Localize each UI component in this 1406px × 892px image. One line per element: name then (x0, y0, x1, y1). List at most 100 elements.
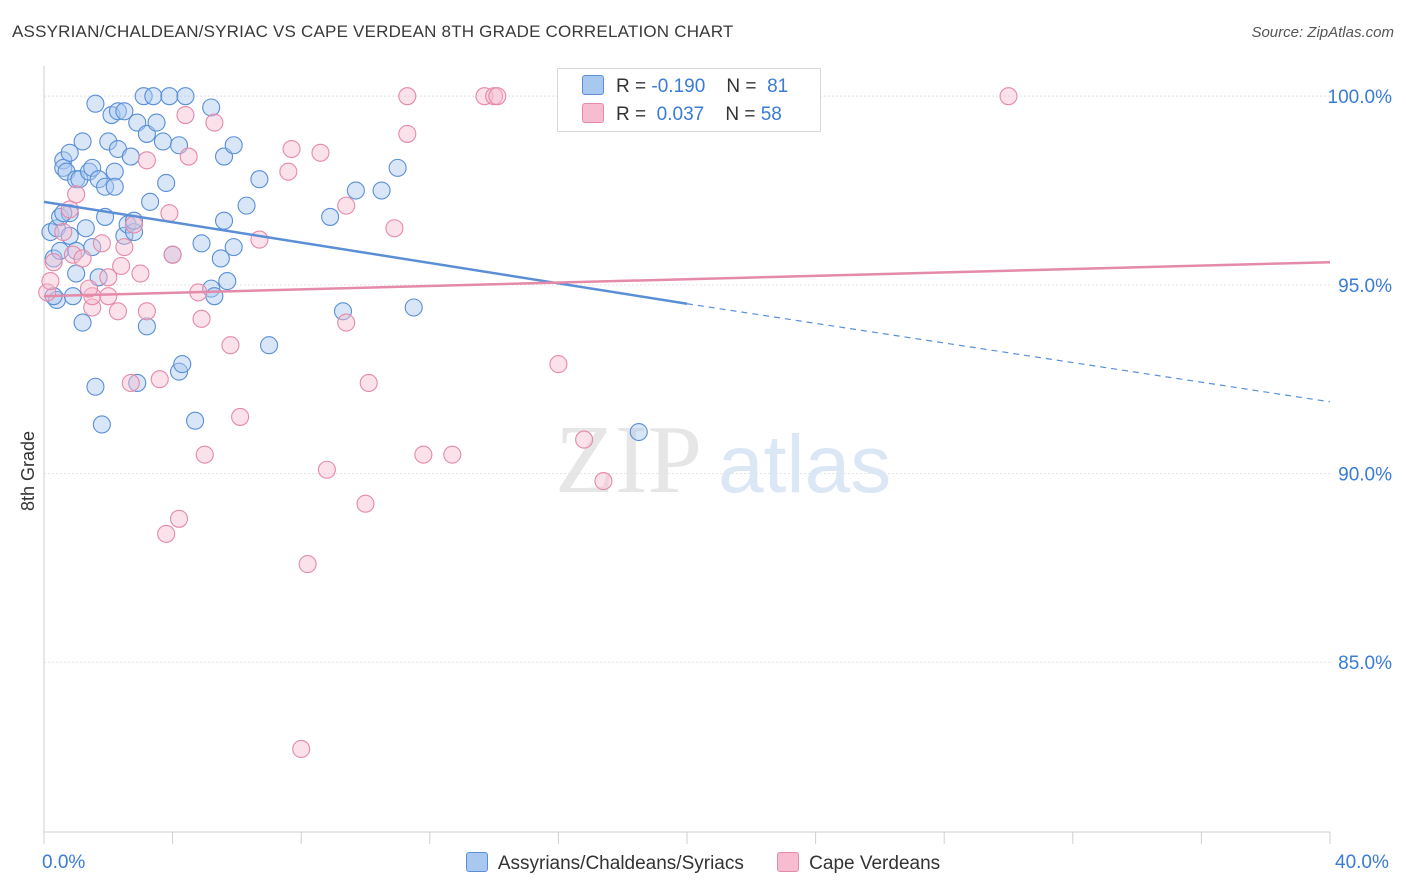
point-capeverdean (292, 739, 311, 759)
point-assyrian (629, 422, 648, 442)
point-capeverdean (115, 238, 134, 257)
source-label: Source: ZipAtlas.com (1251, 24, 1394, 41)
point-assyrian (237, 196, 256, 215)
trend-line-dashed-assyrian (686, 303, 1331, 403)
point-assyrian (218, 272, 237, 291)
watermark-zip: ZIP (555, 406, 702, 514)
point-capeverdean (443, 445, 462, 464)
point-assyrian (86, 377, 105, 396)
point-capeverdean (169, 509, 189, 528)
point-assyrian (115, 102, 134, 121)
point-capeverdean (192, 309, 211, 328)
point-capeverdean (231, 407, 250, 426)
point-capeverdean (317, 460, 336, 479)
correlation-legend: R = -0.190 N = 81 R = 0.037 N = 58 (557, 68, 821, 132)
point-capeverdean (195, 445, 214, 464)
point-capeverdean (385, 219, 404, 238)
point-capeverdean (298, 555, 317, 574)
point-capeverdean (121, 373, 140, 393)
point-capeverdean (44, 253, 63, 272)
point-capeverdean (73, 249, 92, 268)
legend-r-value: 0.037 (656, 104, 705, 125)
point-assyrian (372, 181, 391, 200)
point-capeverdean (160, 204, 179, 223)
point-assyrian (96, 177, 115, 196)
series-legend-item-capeverdean: Cape Verdeans (777, 852, 940, 875)
legend-swatch-blue (582, 75, 604, 95)
point-capeverdean (311, 143, 330, 162)
point-capeverdean (594, 472, 613, 491)
point-assyrian (67, 264, 86, 283)
point-capeverdean (60, 200, 79, 219)
series-legend: Assyrians/Chaldeans/Syriacs Cape Verdean… (0, 852, 1406, 875)
watermark: ZIP atlas (555, 406, 891, 514)
point-capeverdean (475, 87, 494, 106)
x-tick-min: 0.0% (42, 852, 86, 873)
point-assyrian (83, 158, 102, 177)
point-capeverdean (131, 264, 150, 283)
point-assyrian (73, 132, 92, 151)
point-assyrian (202, 98, 221, 117)
point-capeverdean (92, 234, 111, 253)
point-assyrian (250, 170, 269, 189)
point-capeverdean (112, 256, 131, 276)
point-assyrian (259, 336, 279, 355)
point-assyrian (186, 411, 205, 430)
legend-r-label: R = (616, 104, 647, 125)
point-assyrian (144, 87, 163, 106)
point-capeverdean (337, 196, 356, 215)
legend-n-label: N = (726, 76, 757, 97)
point-capeverdean (79, 279, 99, 298)
point-assyrian (346, 181, 365, 200)
point-assyrian (404, 298, 423, 317)
y-tick-label: 95.0% (1338, 276, 1392, 297)
series-swatch-pink (777, 852, 800, 872)
legend-n-label: N = (725, 104, 756, 125)
point-capeverdean (356, 494, 375, 513)
point-capeverdean (250, 230, 269, 249)
point-capeverdean (488, 87, 507, 106)
point-assyrian (160, 87, 179, 106)
point-capeverdean (54, 222, 73, 242)
point-assyrian (121, 147, 140, 166)
point-assyrian (192, 234, 211, 253)
point-assyrian (128, 373, 147, 393)
point-capeverdean (108, 302, 127, 321)
point-capeverdean (163, 245, 182, 264)
point-assyrian (211, 249, 230, 268)
point-assyrian (137, 317, 156, 336)
point-assyrian (321, 207, 340, 226)
legend-n-value: 58 (760, 104, 782, 125)
point-capeverdean (99, 287, 118, 306)
legend-r-label: R = (616, 76, 647, 97)
point-assyrian (153, 132, 173, 151)
point-capeverdean (137, 151, 156, 170)
point-assyrian (108, 102, 127, 121)
point-assyrian (89, 170, 108, 189)
point-assyrian (147, 113, 166, 132)
point-capeverdean (137, 302, 156, 321)
y-tick-label: 100.0% (1328, 87, 1393, 108)
point-assyrian (157, 173, 176, 193)
point-assyrian (176, 87, 195, 106)
point-capeverdean (414, 445, 433, 464)
point-assyrian (224, 238, 243, 257)
point-assyrian (105, 162, 124, 181)
point-assyrian (224, 136, 243, 155)
point-assyrian (99, 132, 118, 151)
point-assyrian (105, 177, 124, 196)
series-legend-item-assyrian: Assyrians/Chaldeans/Syriacs (465, 852, 744, 875)
point-capeverdean (41, 272, 60, 291)
point-assyrian (86, 94, 105, 113)
point-assyrian (54, 151, 73, 170)
point-assyrian (76, 219, 95, 238)
point-capeverdean (63, 245, 82, 264)
point-assyrian (70, 170, 89, 189)
series-swatch-blue (465, 852, 488, 872)
y-tick-label: 90.0% (1338, 465, 1392, 486)
point-assyrian (73, 313, 92, 332)
trend-line-capeverdean (43, 260, 1331, 298)
axes (43, 66, 1331, 844)
point-assyrian (60, 143, 79, 162)
